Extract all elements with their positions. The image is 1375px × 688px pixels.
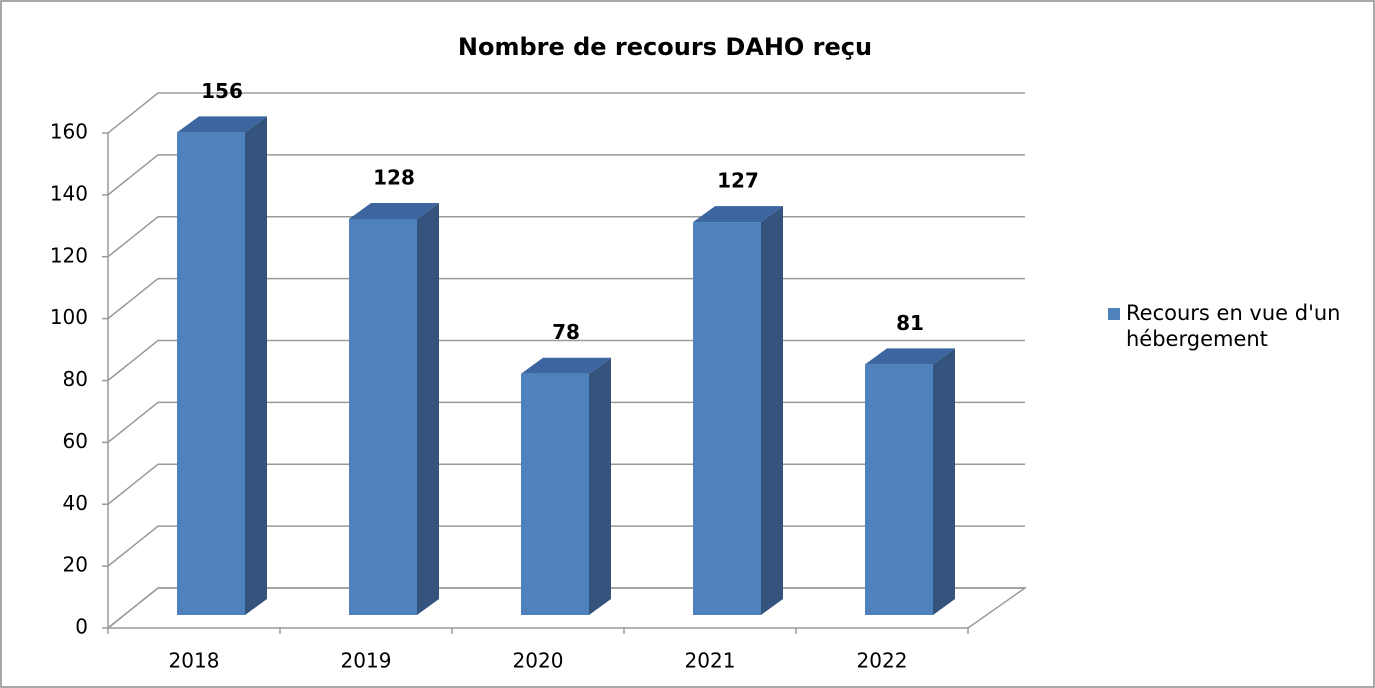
y-tick-label: 60 [63, 429, 88, 453]
bar [521, 373, 589, 615]
x-tick-label: 2020 [513, 649, 564, 673]
data-label: 128 [373, 166, 415, 190]
y-tick-label: 100 [50, 305, 88, 329]
chart-title: Nombre de recours DAHO reçu [458, 33, 872, 61]
bar-top [521, 357, 611, 374]
x-tick-label: 2021 [685, 649, 736, 673]
y-tick-label: 160 [50, 120, 88, 144]
y-tick-label: 20 [63, 553, 88, 577]
bar [349, 219, 417, 615]
legend-swatch [1108, 308, 1120, 320]
bar-side [761, 206, 783, 615]
bar-side [417, 203, 439, 615]
data-label: 127 [717, 169, 759, 193]
bar [177, 132, 245, 615]
legend: Recours en vue d'un hébergement [1108, 300, 1348, 352]
bar-top [349, 203, 439, 219]
data-label: 81 [896, 311, 924, 335]
y-tick-label: 80 [63, 367, 88, 391]
bar-side [589, 357, 611, 615]
y-tick-label: 120 [50, 243, 88, 267]
bar-top [177, 116, 267, 133]
legend-label: Recours en vue d'un hébergement [1126, 301, 1341, 351]
bar [865, 364, 933, 615]
y-tick-label: 140 [50, 181, 88, 205]
y-tick-label: 40 [63, 491, 88, 515]
bar-side [245, 116, 267, 615]
grid-line [107, 92, 1025, 134]
x-tick-label: 2018 [169, 649, 220, 673]
x-tick-label: 2019 [341, 649, 392, 673]
y-tick-label: 0 [75, 615, 88, 639]
grid-line [107, 154, 1025, 196]
x-tick-label: 2022 [857, 649, 908, 673]
bar-side [933, 348, 955, 615]
data-label: 156 [201, 79, 243, 103]
bar [693, 222, 761, 615]
bar-top [865, 348, 955, 365]
data-label: 78 [552, 320, 580, 344]
bar-top [693, 206, 783, 223]
